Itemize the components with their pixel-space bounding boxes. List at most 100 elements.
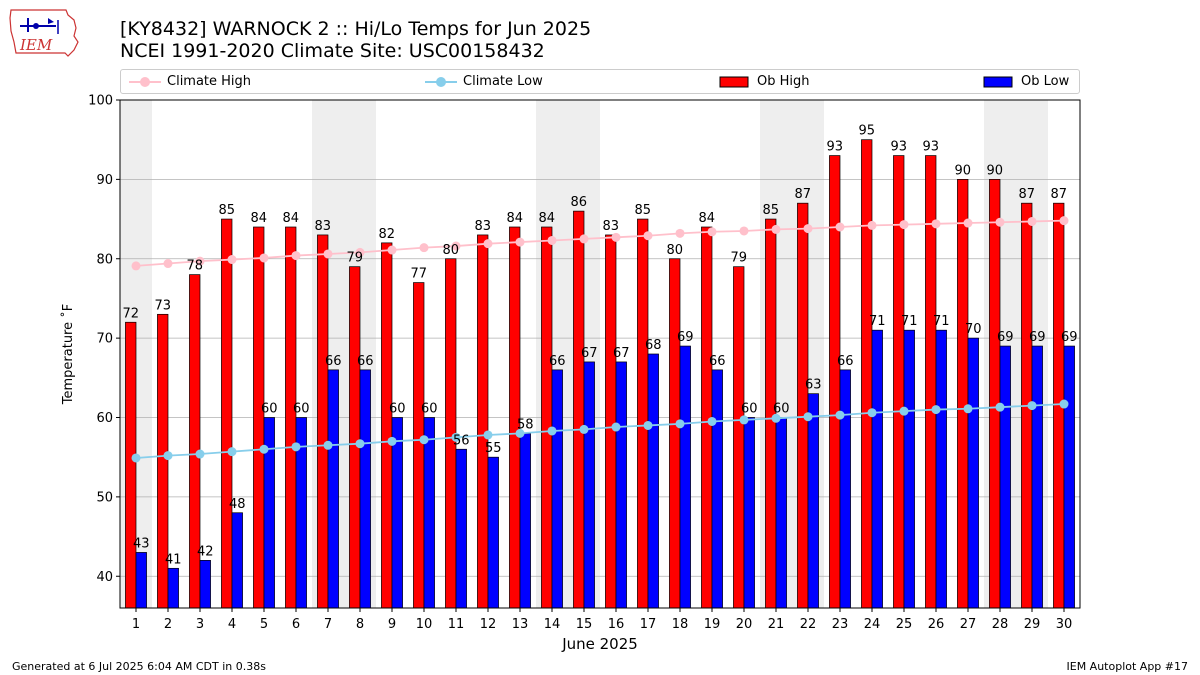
- title-line-2: NCEI 1991-2020 Climate Site: USC00158432: [120, 40, 545, 62]
- climate-low-point: [931, 405, 941, 415]
- climate-low-point: [195, 449, 205, 459]
- climate-high-point: [771, 224, 781, 234]
- legend-label: Climate Low: [463, 74, 543, 89]
- ob-low-bar: [1031, 345, 1043, 609]
- x-tick-label: 29: [1024, 617, 1041, 632]
- climate-low-point: [835, 410, 845, 420]
- climate-low-point: [387, 436, 397, 446]
- ob-low-value-label: 60: [389, 402, 406, 417]
- ob-high-bar: [221, 218, 233, 609]
- legend-item-ob-high: Ob High: [719, 74, 810, 90]
- ob-high-bar: [253, 226, 265, 609]
- ob-high-bar: [861, 139, 873, 609]
- climate-high-point: [707, 227, 717, 237]
- climate-high-point: [931, 219, 941, 229]
- x-tick-label: 5: [260, 617, 268, 632]
- ob-low-bar: [455, 448, 467, 609]
- x-tick-label: 12: [480, 617, 497, 632]
- climate-low-point: [1027, 401, 1037, 411]
- climate-low-point: [771, 413, 781, 423]
- x-tick-label: 22: [800, 617, 817, 632]
- climate-high-point: [867, 220, 877, 230]
- ob-low-bar: [807, 393, 819, 609]
- y-tick-label: 40: [96, 570, 113, 585]
- ob-high-value-label: 79: [730, 251, 747, 266]
- ob-high-bar: [317, 234, 329, 609]
- ob-low-bar: [871, 329, 883, 609]
- ob-high-bar: [989, 179, 1001, 609]
- climate-low-point: [867, 408, 877, 418]
- x-tick-label: 7: [324, 617, 332, 632]
- ob-high-bar: [733, 266, 745, 609]
- climate-low-point: [355, 439, 365, 449]
- ob-low-value-label: 69: [1061, 330, 1078, 345]
- climate-high-point: [739, 226, 749, 236]
- climate-low-point: [707, 416, 717, 426]
- ob-low-value-label: 66: [357, 354, 374, 369]
- ob-low-value-label: 42: [197, 544, 214, 559]
- ob-high-value-label: 80: [442, 243, 459, 258]
- ob-low-value-label: 56: [453, 433, 470, 448]
- climate-high-point: [515, 237, 525, 247]
- plot-frame: [119, 99, 1081, 609]
- climate-high-point: [291, 251, 301, 261]
- x-tick-label: 30: [1056, 617, 1073, 632]
- ob-high-bar: [477, 234, 489, 609]
- climate-high-point: [899, 220, 909, 230]
- ob-high-bar: [125, 321, 137, 609]
- y-tick-label: 80: [96, 252, 113, 267]
- climate-high-point: [355, 247, 365, 257]
- x-tick-label: 15: [576, 617, 593, 632]
- climate-low-point: [227, 447, 237, 457]
- legend-label: Ob Low: [1021, 74, 1070, 89]
- ob-high-value-label: 84: [250, 211, 267, 226]
- ob-low-bar: [391, 417, 403, 609]
- ob-high-value-label: 72: [122, 306, 139, 321]
- climate-low-point: [995, 402, 1005, 412]
- ob-high-value-label: 84: [506, 211, 523, 226]
- y-axis-label: Temperature ˚F: [60, 304, 76, 405]
- ob-low-value-label: 67: [581, 346, 598, 361]
- logo-text: IEM: [19, 36, 53, 54]
- legend-label: Ob High: [757, 74, 810, 89]
- x-tick-label: 23: [832, 617, 849, 632]
- climate-low-point: [547, 426, 557, 436]
- ob-low-value-label: 41: [165, 552, 182, 567]
- ob-low-value-label: 67: [613, 346, 630, 361]
- chart-title: [KY8432] WARNOCK 2 :: Hi/Lo Temps for Ju…: [120, 18, 591, 62]
- climate-high-point: [611, 232, 621, 242]
- ob-low-bar: [839, 369, 851, 609]
- climate-high-point: [387, 245, 397, 255]
- ob-high-value-label: 79: [346, 251, 363, 266]
- ob-low-value-label: 58: [517, 417, 534, 432]
- x-tick-label: 6: [292, 617, 300, 632]
- ob-high-bar: [669, 258, 681, 609]
- title-line-1: [KY8432] WARNOCK 2 :: Hi/Lo Temps for Ju…: [120, 18, 592, 40]
- x-tick-label: 20: [736, 617, 753, 632]
- ob-high-value-label: 90: [954, 163, 971, 178]
- x-tick-label: 16: [608, 617, 625, 632]
- climate-low-point: [323, 440, 333, 450]
- climate-high-point: [483, 239, 493, 249]
- legend-line-marker-icon: [129, 75, 161, 89]
- ob-high-value-label: 95: [858, 124, 875, 139]
- ob-low-value-label: 60: [741, 402, 758, 417]
- climate-high-point: [803, 224, 813, 234]
- ob-low-bar: [999, 345, 1011, 609]
- ob-high-value-label: 85: [218, 203, 235, 218]
- ob-low-bar: [615, 361, 627, 609]
- x-tick-label: 26: [928, 617, 945, 632]
- x-axis-label: June 2025: [561, 635, 638, 653]
- ob-low-bar: [967, 337, 979, 609]
- ob-low-bar: [519, 433, 531, 609]
- climate-low-point: [675, 419, 685, 429]
- ob-low-value-label: 43: [133, 536, 150, 551]
- climate-low-point: [963, 404, 973, 414]
- climate-high-line: [135, 219, 1065, 267]
- legend-bar-swatch-icon: [719, 75, 751, 89]
- ob-low-bar: [583, 361, 595, 609]
- ob-low-bar: [167, 567, 179, 609]
- x-tick-label: 19: [704, 617, 721, 632]
- x-tick-label: 9: [388, 617, 396, 632]
